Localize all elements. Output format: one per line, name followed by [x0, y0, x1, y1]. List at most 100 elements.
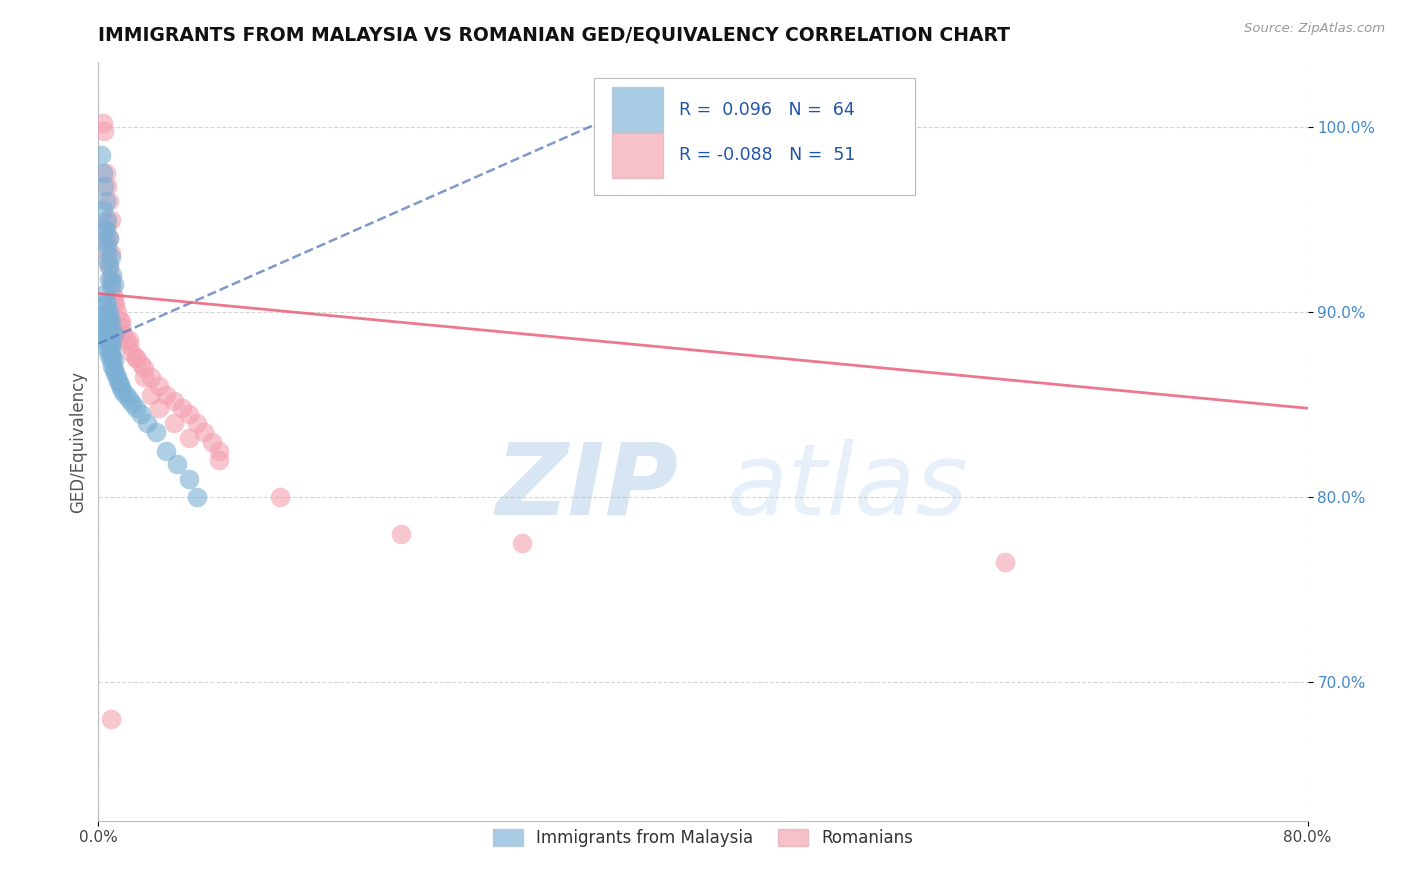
- Point: [155, 443, 177, 458]
- Point: [100, 314, 122, 328]
- Point: [96, 327, 118, 342]
- Point: [91, 203, 114, 218]
- Point: [121, 345, 143, 359]
- Point: [163, 416, 186, 430]
- Point: [91, 116, 114, 130]
- Point: [104, 298, 127, 312]
- Point: [98, 340, 121, 354]
- Point: [103, 362, 125, 376]
- Point: [100, 277, 122, 292]
- Point: [98, 331, 121, 345]
- Point: [125, 351, 148, 366]
- Point: [186, 416, 208, 430]
- Point: [208, 443, 231, 458]
- Point: [994, 555, 1017, 569]
- Point: [98, 305, 121, 319]
- Point: [98, 231, 121, 245]
- Point: [93, 124, 115, 138]
- Point: [148, 401, 170, 416]
- Point: [93, 222, 115, 236]
- Point: [100, 246, 122, 260]
- Point: [100, 353, 122, 368]
- Point: [166, 457, 188, 471]
- Point: [105, 305, 128, 319]
- Point: [94, 235, 117, 249]
- Point: [96, 305, 118, 319]
- Text: IMMIGRANTS FROM MALAYSIA VS ROMANIAN GED/EQUIVALENCY CORRELATION CHART: IMMIGRANTS FROM MALAYSIA VS ROMANIAN GED…: [98, 25, 1011, 45]
- Y-axis label: GED/Equivalency: GED/Equivalency: [69, 370, 87, 513]
- Point: [193, 425, 215, 440]
- Point: [96, 324, 118, 338]
- Point: [100, 345, 122, 359]
- FancyBboxPatch shape: [595, 78, 915, 195]
- Point: [105, 369, 128, 384]
- Point: [141, 369, 163, 384]
- Point: [94, 329, 117, 343]
- Point: [135, 416, 157, 430]
- Point: [96, 334, 118, 349]
- Point: [94, 166, 117, 180]
- Point: [118, 333, 141, 347]
- Point: [118, 392, 141, 406]
- Point: [208, 453, 231, 467]
- Legend: Immigrants from Malaysia, Romanians: Immigrants from Malaysia, Romanians: [486, 822, 920, 854]
- Point: [96, 179, 118, 194]
- Point: [110, 319, 132, 334]
- Point: [114, 333, 136, 347]
- Point: [110, 314, 132, 328]
- Point: [91, 166, 114, 180]
- Point: [98, 333, 121, 347]
- Point: [96, 212, 118, 227]
- Point: [103, 277, 125, 292]
- Point: [104, 366, 127, 380]
- Point: [125, 351, 148, 366]
- Point: [103, 296, 125, 310]
- Point: [101, 324, 124, 338]
- Point: [129, 407, 152, 421]
- Point: [110, 381, 132, 395]
- Text: atlas: atlas: [727, 439, 969, 535]
- Point: [155, 388, 177, 402]
- Point: [98, 259, 121, 273]
- Point: [96, 240, 118, 254]
- FancyBboxPatch shape: [613, 133, 664, 178]
- Point: [101, 268, 124, 282]
- Point: [111, 384, 134, 399]
- Point: [118, 338, 141, 352]
- Point: [94, 231, 117, 245]
- Point: [98, 314, 121, 328]
- Text: Source: ZipAtlas.com: Source: ZipAtlas.com: [1244, 22, 1385, 36]
- Point: [96, 342, 118, 356]
- Point: [93, 286, 115, 301]
- Point: [108, 314, 131, 328]
- Text: ZIP: ZIP: [496, 439, 679, 535]
- Point: [96, 216, 118, 230]
- Point: [98, 231, 121, 245]
- Point: [170, 401, 193, 416]
- Point: [269, 490, 291, 504]
- Point: [103, 327, 125, 342]
- Point: [103, 290, 125, 304]
- Point: [94, 296, 117, 310]
- Point: [114, 388, 136, 402]
- Point: [98, 272, 121, 286]
- Point: [103, 353, 125, 368]
- Point: [111, 327, 134, 342]
- Point: [132, 369, 155, 384]
- Point: [100, 272, 122, 286]
- Point: [90, 148, 112, 162]
- Point: [125, 401, 148, 416]
- Point: [94, 222, 117, 236]
- Point: [179, 431, 201, 445]
- Point: [145, 425, 167, 440]
- Point: [100, 338, 122, 352]
- Point: [101, 350, 124, 364]
- Point: [96, 246, 118, 260]
- Point: [98, 348, 121, 362]
- Point: [179, 407, 201, 421]
- Point: [94, 319, 117, 334]
- Point: [132, 360, 155, 375]
- Point: [94, 314, 117, 328]
- Point: [108, 377, 131, 392]
- Point: [96, 253, 118, 268]
